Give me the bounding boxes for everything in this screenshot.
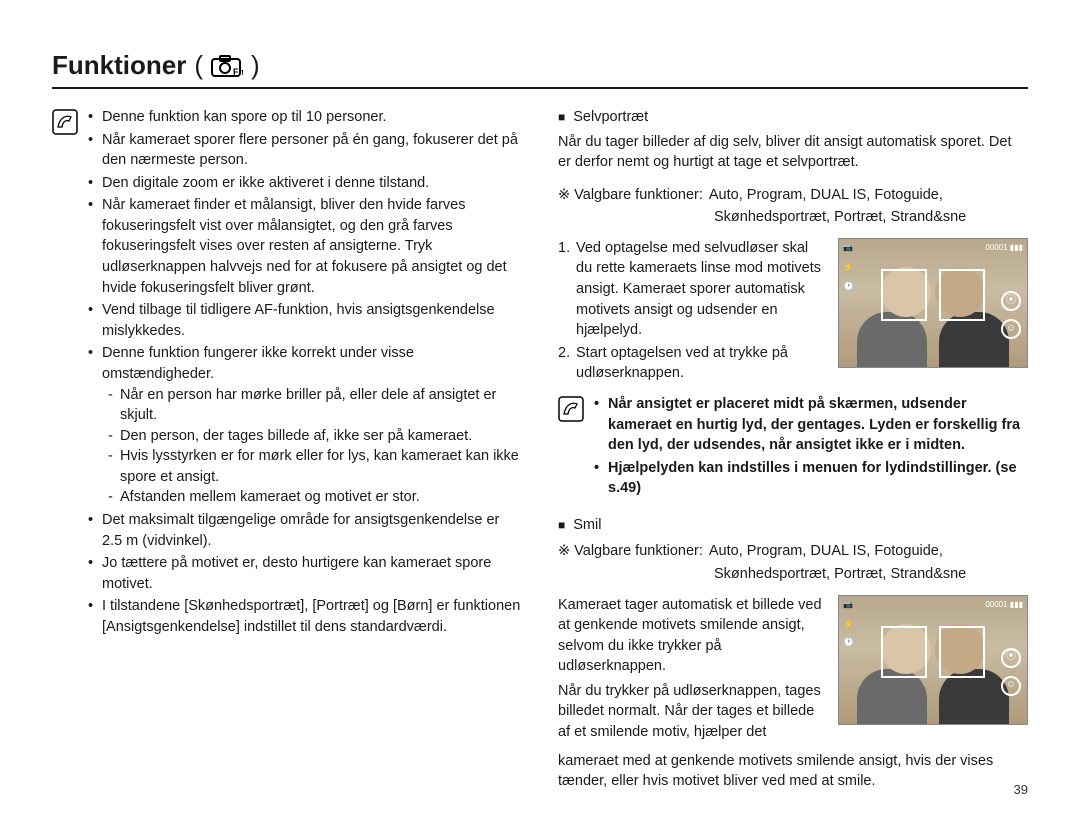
right-column: ■ Selvportræt Når du tager billeder af d… [558, 107, 1028, 792]
note-icon [558, 396, 584, 429]
camera-mode-icon: 📷 [843, 599, 853, 610]
paren-open: ( [194, 50, 203, 81]
dash-item: Afstanden mellem kameraet og motivet er … [108, 487, 522, 508]
paren-close: ) [251, 50, 260, 81]
note-bullet: Hjælpelyden kan indstilles i menuen for … [594, 458, 1028, 499]
selvportraet-steps: 1.Ved optagelse med selvudløser skal du … [558, 238, 824, 386]
left-note-body: Denne funktion kan spore op til 10 perso… [88, 107, 522, 639]
bullet: Vend tilbage til tidligere AF-funktion, … [88, 300, 522, 341]
left-bullets-1: Denne funktion kan spore op til 10 perso… [88, 107, 522, 637]
selvportraet-thumbnail: 📷00001 ▮▮▮ ⚡🕐 ⦿ ☺ [838, 238, 1028, 368]
smil-title: Smil [573, 515, 601, 536]
step-2: 2.Start optagelsen ved at trykke på udlø… [558, 343, 824, 384]
selvportraet-intro: Når du tager billeder af dig selv, blive… [558, 132, 1028, 173]
dash-item: Hvis lysstyrken er for mørk eller for ly… [108, 446, 522, 487]
step-1: 1.Ved optagelse med selvudløser skal du … [558, 238, 824, 341]
left-sub-dash: Når en person har mørke briller på, elle… [102, 385, 522, 508]
smile-ring-icon: ☺ [1001, 676, 1021, 696]
bullet: Jo tættere på motivet er, desto hurtiger… [88, 553, 522, 594]
selvportraet-split: 1.Ved optagelse med selvudløser skal du … [558, 238, 1028, 386]
selvportraet-title: Selvportræt [573, 107, 648, 128]
smil-para1: Kameraet tager automatisk et billede ved… [558, 595, 824, 677]
opts-line2: Skønhedsportræt, Portræt, Strand&sne [558, 564, 1028, 585]
columns: Denne funktion kan spore op til 10 perso… [52, 107, 1028, 792]
note-bullet: Når ansigtet er placeret midt på skærmen… [594, 394, 1028, 456]
svg-text:Fn: Fn [233, 67, 243, 77]
smil-head: ■ Smil [558, 515, 1028, 536]
ring-icon: ⦿ [1001, 648, 1021, 668]
bullet: Denne funktion kan spore op til 10 perso… [88, 107, 522, 128]
opts-label: ※ Valgbare funktioner: [558, 541, 703, 562]
bullet: Når kameraet sporer flere personer på én… [88, 130, 522, 171]
ring-icon: ⦿ [1001, 291, 1021, 311]
selvportraet-head: ■ Selvportræt [558, 107, 1028, 128]
step-text: Ved optagelse med selvudløser skal du re… [576, 240, 821, 338]
bullet: Når kameraet finder et målansigt, bliver… [88, 195, 522, 298]
smil-opts: ※ Valgbare funktioner: Auto, Program, DU… [558, 541, 1028, 562]
bullet-text: Denne funktion fungerer ikke korrekt und… [102, 345, 414, 382]
opts-line1: Auto, Program, DUAL IS, Fotoguide, [709, 541, 943, 562]
opts-line2: Skønhedsportræt, Portræt, Strand&sne [558, 207, 1028, 228]
counter: 00001 [985, 600, 1007, 609]
smil-para2-start: Når du trykker på udløserknappen, tages … [558, 681, 824, 743]
page-title: Funktioner ( Fn ) [52, 50, 1028, 81]
opts-line1: Auto, Program, DUAL IS, Fotoguide, [709, 185, 943, 206]
selvportraet-note: Når ansigtet er placeret midt på skærmen… [558, 394, 1028, 501]
smil-para2-cont: kameraet med at genkende motivets smilen… [558, 751, 1028, 792]
selvportraet-note-bullets: Når ansigtet er placeret midt på skærmen… [594, 394, 1028, 501]
step-text: Start optagelsen ved at trykke på udløse… [576, 345, 788, 382]
left-column: Denne funktion kan spore op til 10 perso… [52, 107, 522, 792]
smil-thumbnail: 📷00001 ▮▮▮ ⚡🕐 ⦿ ☺ [838, 595, 1028, 725]
title-text: Funktioner [52, 50, 186, 81]
smil-split: Kameraet tager automatisk et billede ved… [558, 595, 1028, 743]
left-note-block: Denne funktion kan spore op til 10 perso… [52, 107, 522, 639]
selfie-ring-icon: ☺ [1001, 319, 1021, 339]
bullet: I tilstandene [Skønhedsportræt], [Portræ… [88, 596, 522, 637]
bullet: Den digitale zoom er ikke aktiveret i de… [88, 173, 522, 194]
note-icon [52, 109, 78, 142]
dash-item: Den person, der tages billede af, ikke s… [108, 426, 522, 447]
bullet: Det maksimalt tilgængelige område for an… [88, 510, 522, 551]
square-bullet-icon: ■ [558, 109, 565, 126]
bullet: Denne funktion fungerer ikke korrekt und… [88, 343, 522, 508]
square-bullet-icon: ■ [558, 517, 565, 534]
title-rule [52, 87, 1028, 89]
smil-text: Kameraet tager automatisk et billede ved… [558, 595, 824, 743]
camera-fn-icon: Fn [211, 55, 243, 77]
dash-item: Når en person har mørke briller på, elle… [108, 385, 522, 426]
page-number: 39 [1014, 782, 1028, 797]
camera-mode-icon: 📷 [843, 242, 853, 253]
counter: 00001 [985, 243, 1007, 252]
opts-label: ※ Valgbare funktioner: [558, 185, 703, 206]
selvportraet-opts: ※ Valgbare funktioner: Auto, Program, DU… [558, 185, 1028, 206]
